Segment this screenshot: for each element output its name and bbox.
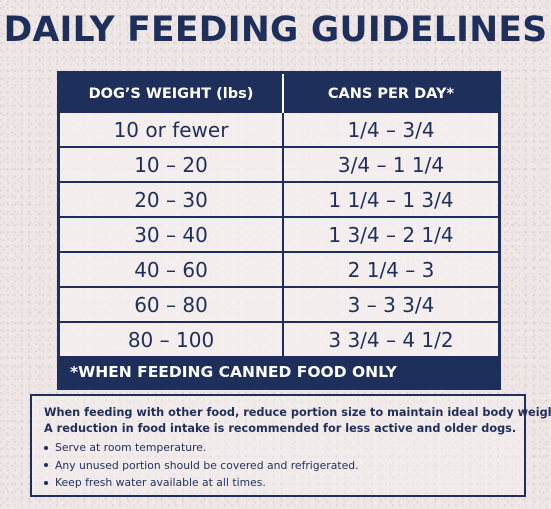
cans-cell: 3 3/4 – 4 1/2: [328, 327, 454, 352]
bullet-dot-icon: [44, 463, 48, 468]
weight-cell: 30 – 40: [60, 218, 284, 251]
cans-cell: 1 3/4 – 2 1/4: [328, 222, 454, 247]
list-item: Any unused portion should be covered and…: [44, 457, 512, 475]
tips-list: Serve at room temperature. Any unused po…: [44, 439, 512, 492]
table-header: DOG’S WEIGHT (lbs) CANS PER DAY*: [60, 74, 498, 113]
list-item: Serve at room temperature.: [44, 439, 512, 457]
cans-cell: 1/4 – 3/4: [347, 117, 435, 142]
note-line-reduction: A reduction in food intake is recommende…: [44, 422, 517, 435]
note-line-portion: When feeding with other food, reduce por…: [44, 406, 551, 419]
bullet-dot-icon: [44, 445, 48, 450]
table-row: 80 – 100 3 3/4 – 4 1/2: [60, 321, 498, 356]
column-header-weight: DOG’S WEIGHT (lbs): [60, 74, 284, 113]
weight-cell: 80 – 100: [60, 323, 284, 356]
cans-cell: 3 – 3 3/4: [347, 292, 435, 317]
table-row: 40 – 60 2 1/4 – 3: [60, 251, 498, 286]
bullet-dot-icon: [44, 480, 48, 485]
weight-cell: 10 – 20: [60, 148, 284, 181]
list-item-text: Any unused portion should be covered and…: [55, 458, 359, 472]
table-footnote: *WHEN FEEDING CANNED FOOD ONLY: [60, 356, 498, 387]
table-row: 10 – 20 3/4 – 1 1/4: [60, 146, 498, 181]
feeding-note-box: When feeding with other food, reduce por…: [30, 394, 551, 497]
column-header-cans: CANS PER DAY*: [327, 85, 455, 102]
weight-cell: 40 – 60: [60, 253, 284, 286]
list-item: Keep fresh water available at all times.: [44, 474, 512, 492]
table-body: 10 or fewer 1/4 – 3/4 10 – 20 3/4 – 1 1/…: [60, 113, 498, 356]
weight-cell: 20 – 30: [60, 183, 284, 216]
table-row: 10 or fewer 1/4 – 3/4: [60, 113, 498, 146]
cans-cell: 3/4 – 1 1/4: [337, 152, 445, 177]
list-item-text: Serve at room temperature.: [55, 441, 207, 454]
feeding-table: DOG’S WEIGHT (lbs) CANS PER DAY* 10 or f…: [57, 71, 501, 390]
cans-cell: 2 1/4 – 3: [347, 257, 435, 282]
weight-cell: 60 – 80: [60, 288, 284, 321]
list-item-text: Keep fresh water available at all times.: [55, 476, 266, 489]
table-row: 30 – 40 1 3/4 – 2 1/4: [60, 216, 498, 251]
table-row: 60 – 80 3 – 3 3/4: [60, 286, 498, 321]
page-title: DAILY FEEDING GUIDELINES: [3, 10, 548, 50]
table-row: 20 – 30 1 1/4 – 1 3/4: [60, 181, 498, 216]
weight-cell: 10 or fewer: [60, 113, 284, 146]
cans-cell: 1 1/4 – 1 3/4: [328, 187, 454, 212]
